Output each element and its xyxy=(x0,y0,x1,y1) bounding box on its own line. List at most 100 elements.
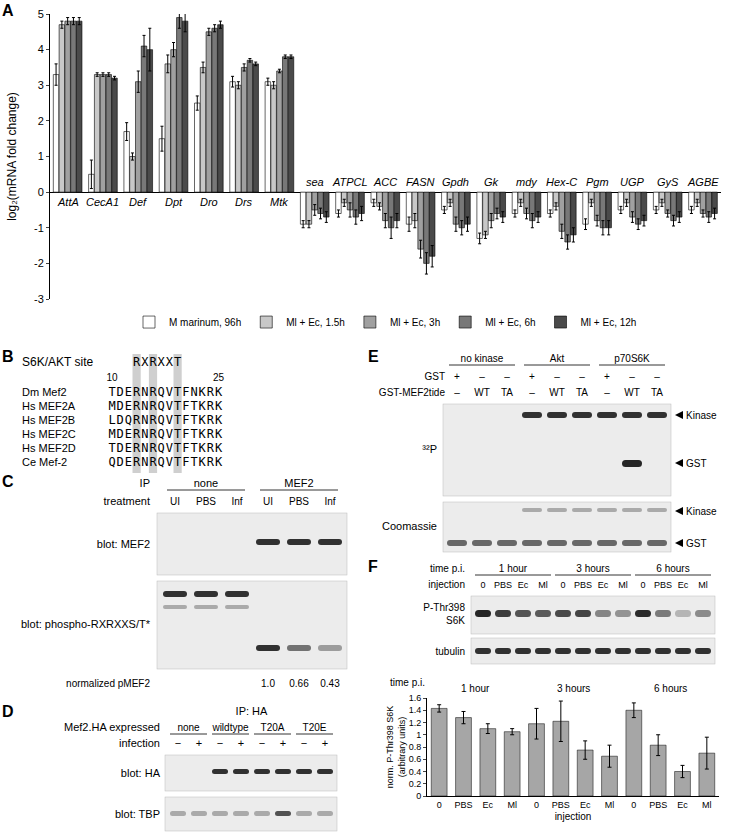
svg-text:0.4: 0.4 xyxy=(409,767,422,777)
svg-text:Ec: Ec xyxy=(580,800,591,810)
svg-text:Ec: Ec xyxy=(483,800,494,810)
svg-text:25: 25 xyxy=(213,372,225,383)
svg-text:blot: phospho-RXRXXS/T*: blot: phospho-RXRXXS/T* xyxy=(21,618,151,630)
svg-text:R: R xyxy=(149,399,157,413)
svg-text:−: − xyxy=(301,737,307,749)
svg-text:–: – xyxy=(554,371,560,382)
svg-text:E: E xyxy=(125,455,132,469)
svg-text:−: − xyxy=(175,737,181,749)
svg-text:R: R xyxy=(149,355,157,369)
svg-text:ACC: ACC xyxy=(373,176,397,188)
svg-text:blot: MEF2: blot: MEF2 xyxy=(97,538,150,550)
svg-text:–: – xyxy=(654,371,660,382)
svg-text:6 hours: 6 hours xyxy=(654,683,687,694)
svg-text:IP: HA: IP: HA xyxy=(236,705,268,717)
svg-text:N: N xyxy=(190,385,197,399)
svg-text:Q: Q xyxy=(158,385,165,399)
svg-text:WT: WT xyxy=(549,387,565,398)
svg-text:Ml: Ml xyxy=(698,580,708,590)
svg-text:0.43: 0.43 xyxy=(320,678,340,689)
svg-text:D: D xyxy=(117,427,124,441)
svg-text:Q: Q xyxy=(108,455,115,469)
svg-text:UI: UI xyxy=(263,496,273,507)
svg-text:4: 4 xyxy=(38,43,44,55)
svg-text:R: R xyxy=(133,427,141,441)
svg-text:Hs MEF2D: Hs MEF2D xyxy=(22,442,76,454)
svg-text:-3: -3 xyxy=(34,293,44,305)
svg-text:Q: Q xyxy=(158,427,165,441)
svg-text:PBS: PBS xyxy=(196,496,216,507)
svg-text:3: 3 xyxy=(38,79,44,91)
svg-text:R: R xyxy=(133,399,141,413)
svg-text:Dpt: Dpt xyxy=(165,196,183,208)
svg-text:1: 1 xyxy=(38,150,44,162)
svg-text:PBS: PBS xyxy=(552,800,570,810)
svg-text:K: K xyxy=(215,427,223,441)
svg-text:–: – xyxy=(629,371,635,382)
svg-text:Dro: Dro xyxy=(200,196,218,208)
svg-text:K: K xyxy=(199,413,207,427)
svg-text:R: R xyxy=(207,441,215,455)
svg-text:+: + xyxy=(454,371,460,382)
svg-text:Def: Def xyxy=(129,196,147,208)
svg-text:T: T xyxy=(174,455,181,469)
svg-text:0.66: 0.66 xyxy=(289,678,309,689)
svg-text:Akt: Akt xyxy=(550,353,565,364)
svg-text:Ml + Ec, 12h: Ml + Ec, 12h xyxy=(581,317,637,328)
svg-text:S6K/AKT site: S6K/AKT site xyxy=(22,355,93,369)
svg-text:R: R xyxy=(207,455,215,469)
svg-text:GST: GST xyxy=(686,458,707,469)
svg-text:Q: Q xyxy=(158,455,165,469)
svg-text:Dm Mef2: Dm Mef2 xyxy=(22,386,67,398)
svg-text:p70S6K: p70S6K xyxy=(614,353,650,364)
svg-text:AGBE: AGBE xyxy=(687,176,719,188)
svg-text:GyS: GyS xyxy=(657,176,679,188)
svg-text:R: R xyxy=(149,413,157,427)
svg-text:X: X xyxy=(158,355,166,369)
svg-text:T: T xyxy=(108,441,115,455)
svg-text:D: D xyxy=(117,399,124,413)
svg-text:N: N xyxy=(141,385,148,399)
svg-text:+: + xyxy=(238,737,244,749)
svg-text:V: V xyxy=(166,399,173,413)
svg-text:infection: infection xyxy=(119,737,160,749)
svg-text:R: R xyxy=(149,441,157,455)
svg-text:−: − xyxy=(259,737,265,749)
svg-text:+: + xyxy=(604,371,610,382)
svg-text:0: 0 xyxy=(480,580,485,590)
svg-text:–: – xyxy=(529,387,535,398)
svg-text:no kinase: no kinase xyxy=(461,353,504,364)
svg-text:1 hour: 1 hour xyxy=(461,683,490,694)
svg-text:F: F xyxy=(182,441,189,455)
svg-text:³²P: ³²P xyxy=(422,443,437,455)
svg-text:F: F xyxy=(182,385,189,399)
svg-text:Q: Q xyxy=(158,413,165,427)
svg-text:T: T xyxy=(190,455,197,469)
svg-text:MEF2: MEF2 xyxy=(284,477,313,489)
svg-text:N: N xyxy=(141,455,148,469)
svg-text:K: K xyxy=(215,441,223,455)
svg-text:blot: HA: blot: HA xyxy=(121,767,161,779)
svg-text:1.0: 1.0 xyxy=(261,678,275,689)
svg-text:K: K xyxy=(215,413,223,427)
svg-text:-2: -2 xyxy=(34,257,44,269)
svg-text:E: E xyxy=(125,427,132,441)
svg-text:Ml: Ml xyxy=(618,580,628,590)
svg-text:Gpdh: Gpdh xyxy=(442,176,469,188)
svg-text:Inf: Inf xyxy=(231,496,242,507)
svg-text:0: 0 xyxy=(631,800,636,810)
svg-text:sea: sea xyxy=(306,176,324,188)
svg-text:M: M xyxy=(108,427,115,441)
svg-text:time p.i.: time p.i. xyxy=(390,677,425,688)
svg-text:−: − xyxy=(217,737,223,749)
svg-text:F: F xyxy=(182,399,189,413)
svg-text:R: R xyxy=(133,385,141,399)
svg-text:0.8: 0.8 xyxy=(409,742,422,752)
svg-text:K: K xyxy=(215,455,223,469)
svg-text:IP: IP xyxy=(140,477,150,489)
svg-text:R: R xyxy=(149,385,157,399)
svg-text:R: R xyxy=(207,385,215,399)
svg-text:injection: injection xyxy=(428,579,465,590)
svg-text:R: R xyxy=(207,427,215,441)
svg-text:1.2: 1.2 xyxy=(409,718,422,728)
